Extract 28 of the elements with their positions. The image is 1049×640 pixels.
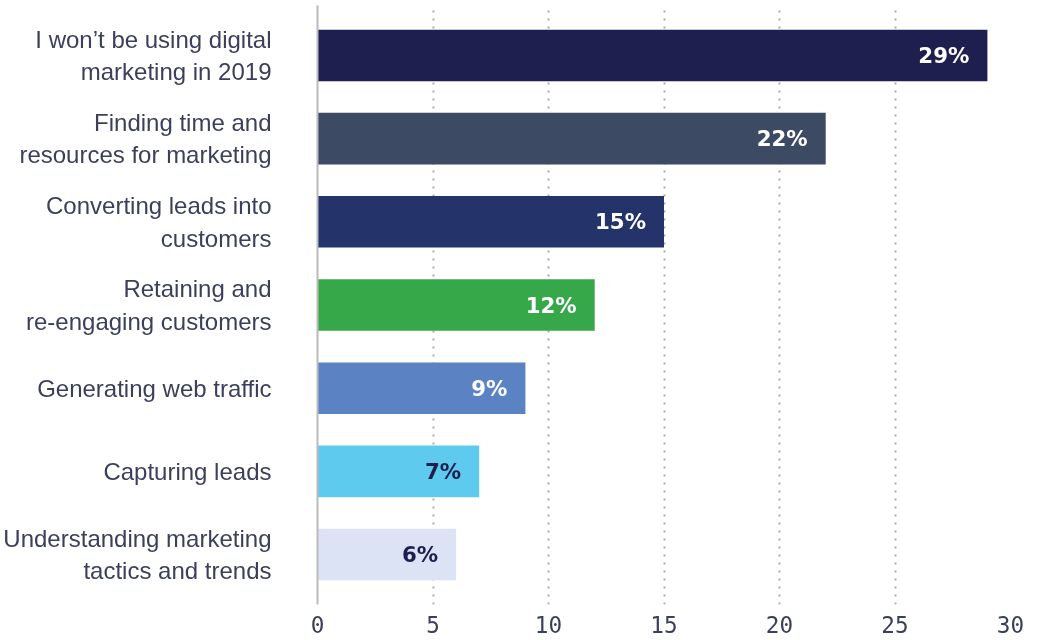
y-tick-label: Generating web traffic — [37, 374, 272, 402]
bar — [317, 445, 480, 498]
bar — [317, 112, 826, 165]
data-label: 29% — [918, 42, 970, 68]
x-tick-label: 0 — [310, 611, 325, 638]
x-tick-label: 30 — [996, 611, 1025, 638]
bar — [317, 196, 664, 248]
x-tick-label: 20 — [765, 611, 794, 638]
y-tick-label: Understanding marketing tactics and trends — [3, 524, 272, 585]
x-tick-label: 5 — [426, 611, 440, 638]
x-tick-label: 10 — [534, 611, 563, 638]
bar — [317, 528, 457, 581]
data-label: 9% — [471, 375, 508, 401]
data-label: 12% — [525, 292, 577, 318]
y-tick-label: Converting leads into customers — [46, 192, 272, 252]
x-tick-label: 15 — [650, 611, 678, 638]
y-tick-label: Capturing leads — [103, 457, 272, 485]
bar — [317, 362, 526, 414]
y-tick-label: Finding time and resources for marketing — [19, 108, 272, 169]
y-tick-label: Retaining and re-engaging customers — [26, 275, 272, 335]
data-label: 7% — [424, 458, 462, 484]
bar — [317, 29, 988, 82]
data-label: 22% — [756, 126, 808, 152]
bar — [317, 279, 595, 331]
y-tick-label: I won’t be using digital marketing in 2019 — [35, 25, 272, 86]
x-tick-label: 25 — [881, 611, 909, 638]
data-label: 15% — [594, 209, 647, 235]
data-label: 6% — [401, 542, 439, 568]
